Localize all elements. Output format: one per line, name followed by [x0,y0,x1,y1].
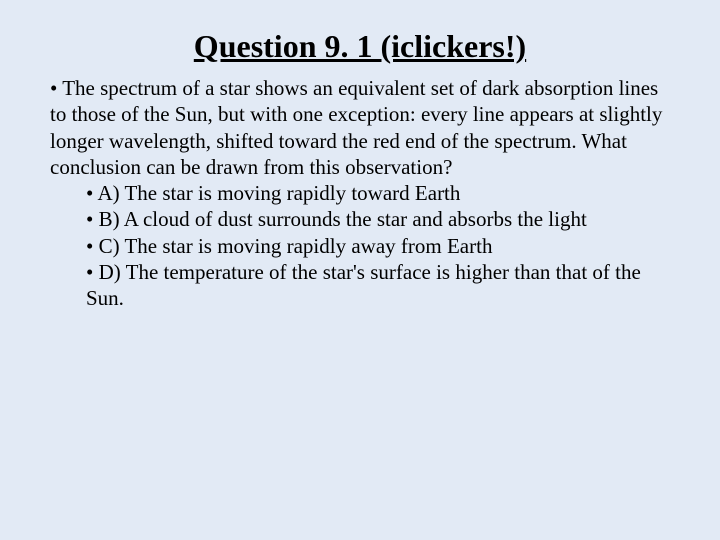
option-c: • C) The star is moving rapidly away fro… [86,233,670,259]
option-b: • B) A cloud of dust surrounds the star … [86,206,670,232]
question-text: • The spectrum of a star shows an equiva… [50,75,670,180]
answer-options: • A) The star is moving rapidly toward E… [50,180,670,311]
option-d: • D) The temperature of the star's surfa… [86,259,670,312]
option-a: • A) The star is moving rapidly toward E… [86,180,670,206]
slide-title: Question 9. 1 (iclickers!) [50,28,670,65]
